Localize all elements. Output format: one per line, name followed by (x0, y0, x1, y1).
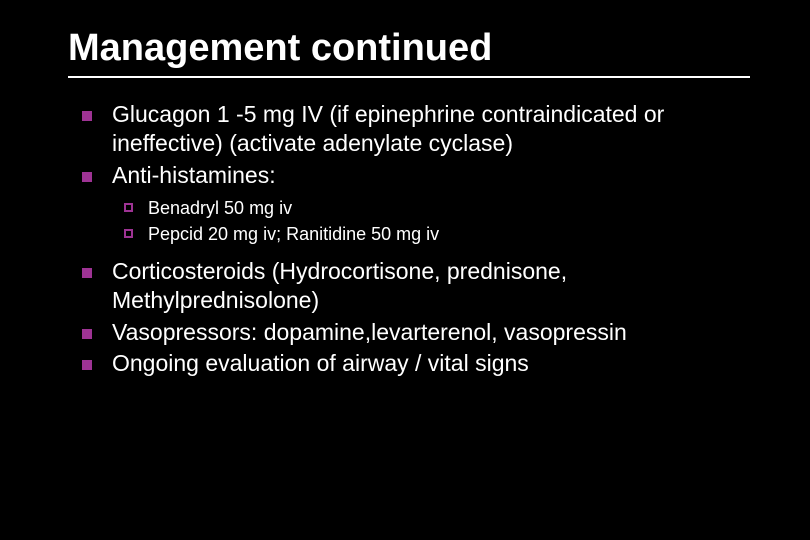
list-item: Glucagon 1 -5 mg IV (if epinephrine cont… (112, 100, 750, 159)
bullet-text: Corticosteroids (Hydrocortisone, prednis… (112, 258, 567, 313)
list-item: Pepcid 20 mg iv; Ranitidine 50 mg iv (148, 222, 750, 246)
list-item: Corticosteroids (Hydrocortisone, prednis… (112, 257, 750, 316)
bullet-text: Anti-histamines: (112, 162, 276, 188)
slide: Management continued Glucagon 1 -5 mg IV… (0, 0, 810, 540)
slide-title: Management continued (68, 28, 750, 70)
bullet-text: Benadryl 50 mg iv (148, 198, 292, 218)
sub-bullet-list: Benadryl 50 mg iv Pepcid 20 mg iv; Ranit… (112, 196, 750, 247)
bullet-text: Ongoing evaluation of airway / vital sig… (112, 350, 529, 376)
bullet-text: Pepcid 20 mg iv; Ranitidine 50 mg iv (148, 224, 439, 244)
bullet-list: Glucagon 1 -5 mg IV (if epinephrine cont… (68, 100, 750, 379)
bullet-text: Vasopressors: dopamine,levarterenol, vas… (112, 319, 627, 345)
list-item: Benadryl 50 mg iv (148, 196, 750, 220)
bullet-text: Glucagon 1 -5 mg IV (if epinephrine cont… (112, 101, 664, 156)
list-item: Ongoing evaluation of airway / vital sig… (112, 349, 750, 378)
list-item: Anti-histamines: Benadryl 50 mg iv Pepci… (112, 161, 750, 247)
title-underline (68, 76, 750, 78)
list-item: Vasopressors: dopamine,levarterenol, vas… (112, 318, 750, 347)
